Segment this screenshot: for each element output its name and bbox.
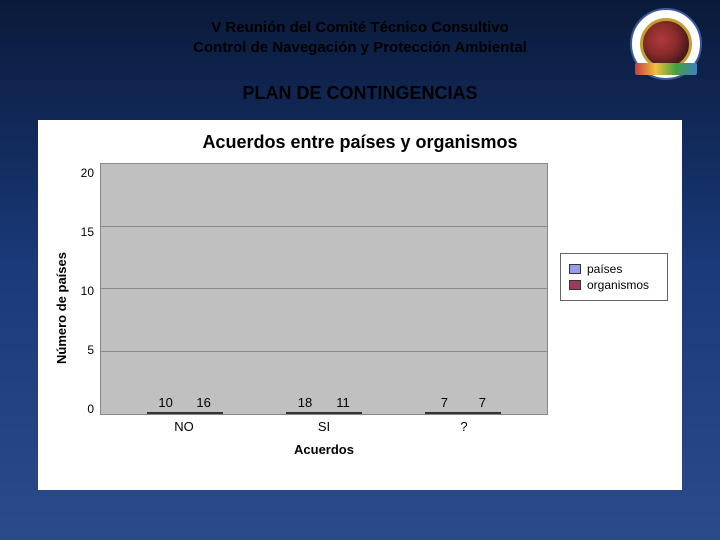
- bar-group: 77: [413, 412, 513, 414]
- legend-label: organismos: [587, 278, 649, 292]
- bar-value-label: 18: [298, 395, 312, 410]
- x-axis-label: Acuerdos: [100, 442, 548, 457]
- plot-wrap: 1016181177 NOSI? Acuerdos paísesorganism…: [100, 163, 668, 453]
- bar-value-label: 7: [441, 395, 448, 410]
- gridline: [101, 163, 547, 164]
- bar: 10: [147, 412, 185, 414]
- gridline: [101, 351, 547, 352]
- legend-item: países: [569, 262, 659, 276]
- bar: 7: [463, 412, 501, 414]
- chart-container: Acuerdos entre países y organismos Númer…: [38, 120, 682, 490]
- organization-logo: [630, 8, 702, 80]
- header-line2: Control de Navegación y Protección Ambie…: [193, 39, 527, 56]
- x-tick: SI: [274, 419, 374, 434]
- legend-label: países: [587, 262, 622, 276]
- chart-body: Número de países 20 15 10 5 0 1016181177…: [52, 163, 668, 453]
- header-line1: V Reunión del Comité Técnico Consultivo: [211, 19, 509, 36]
- header-text: V Reunión del Comité Técnico Consultivo …: [193, 18, 527, 57]
- slide-header: V Reunión del Comité Técnico Consultivo …: [0, 0, 720, 65]
- bar: 7: [425, 412, 463, 414]
- bars-layer: 1016181177: [101, 164, 547, 414]
- bar-value-label: 7: [479, 395, 486, 410]
- bar-group: 1016: [135, 412, 235, 414]
- legend-swatch-icon: [569, 280, 581, 290]
- bar: 18: [286, 412, 324, 414]
- x-tick: NO: [134, 419, 234, 434]
- bar: 16: [185, 412, 223, 414]
- legend-swatch-icon: [569, 264, 581, 274]
- legend: países organismos: [560, 253, 668, 301]
- logo-emblem-icon: [640, 18, 692, 70]
- y-axis-label: Número de países: [52, 163, 72, 453]
- y-axis: 20 15 10 5 0: [72, 167, 100, 415]
- legend-item: organismos: [569, 278, 659, 292]
- y-tick: 10: [81, 285, 94, 297]
- bar-value-label: 16: [196, 395, 210, 410]
- gridline: [101, 226, 547, 227]
- x-ticks: NO SI?: [100, 415, 548, 434]
- x-tick: ?: [414, 419, 514, 434]
- y-tick: 0: [87, 403, 94, 415]
- plot-area: 1016181177: [100, 163, 548, 415]
- y-tick: 20: [81, 167, 94, 179]
- slide-subtitle: PLAN DE CONTINGENCIAS: [0, 83, 720, 104]
- y-tick: 15: [81, 226, 94, 238]
- chart-title: Acuerdos entre países y organismos: [52, 132, 668, 153]
- bar-group: 1811: [274, 412, 374, 414]
- gridline: [101, 288, 547, 289]
- bar-value-label: 11: [336, 395, 350, 410]
- bar: 11: [324, 412, 362, 414]
- bar-value-label: 10: [158, 395, 172, 410]
- y-tick: 5: [87, 344, 94, 356]
